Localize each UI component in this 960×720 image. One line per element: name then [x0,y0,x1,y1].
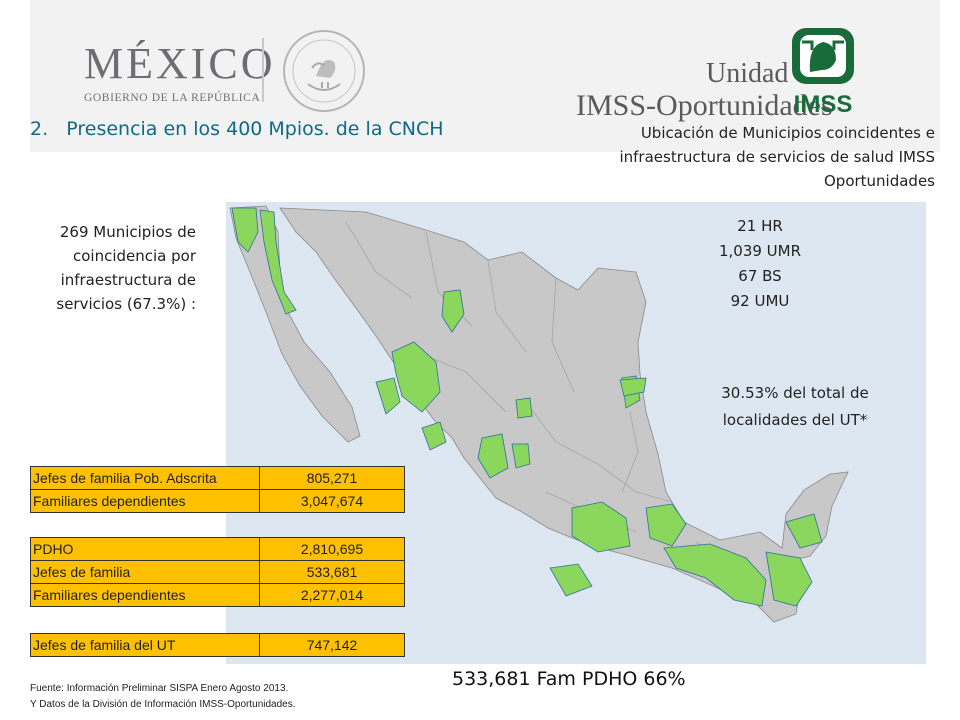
baja-california [229,205,361,443]
table-cell-value: 3,047,674 [259,489,405,513]
mexico-map [226,202,926,664]
ut-table: Jefes de familia del UT 747,142 [30,633,405,657]
imss-oportunidades-word: IMSS-Oportunidades [576,89,833,122]
infrastructure-bs: 67 BS [738,267,782,285]
table-cell-value: 747,142 [259,633,405,657]
header-band [30,0,940,152]
infrastructure-hr: 21 HR [737,217,783,235]
table-cell-value: 533,681 [259,560,405,584]
localidades-text: 30.53% del total de localidades del UT* [721,384,869,429]
mexico-logo: MÉXICO GOBIERNO DE LA REPÚBLICA [84,39,276,105]
poblacion-adscrita-table: Jefes de familia Pob. Adscrita 805,271 F… [30,466,405,513]
map-title: Ubicación de Municipios coincidentes e i… [619,124,935,190]
unidad-word: Unidad [706,58,789,89]
infrastructure-list: 21 HR 1,039 UMR 67 BS 92 UMU [690,214,830,314]
table-cell-value: 2,277,014 [259,583,405,607]
table-cell-label: Familiares dependientes [30,489,260,513]
table-cell-label: Jefes de familia Pob. Adscrita [30,466,260,490]
table-row: PDHO 2,810,695 [30,537,405,561]
table-row: Familiares dependientes 2,277,014 [30,583,405,607]
table-cell-value: 2,810,695 [259,537,405,561]
national-seal-icon [283,30,365,112]
source-footnote: Fuente: Información Preliminar SISPA Ene… [30,681,296,713]
footnote-line: Fuente: Información Preliminar SISPA Ene… [30,683,289,694]
imss-logo-icon: IMSS [792,28,854,118]
mexico-logo-word: MÉXICO [84,39,276,88]
table-cell-label: Familiares dependientes [30,583,260,607]
slide-title: 2. Presencia en los 400 Mpios. de la CNC… [30,118,444,140]
table-row: Jefes de familia del UT 747,142 [30,633,405,657]
footnote-line: Y Datos de la División de Información IM… [30,699,296,710]
table-cell-label: PDHO [30,537,260,561]
table-row: Jefes de familia 533,681 [30,560,405,584]
unidad-imss-wordmark: Unidad IMSS-Oportunidades [576,58,833,122]
municipios-text: 269 Municipios de coincidencia por infra… [56,223,196,313]
imss-logo-text: IMSS [794,91,853,118]
table-row: Familiares dependientes 3,047,674 [30,489,405,513]
pdho-summary-stat: 533,681 Fam PDHO 66% [452,668,686,690]
mexico-mainland [279,207,849,623]
pdho-table: PDHO 2,810,695 Jefes de familia 533,681 … [30,537,405,607]
table-row: Jefes de familia Pob. Adscrita 805,271 [30,466,405,490]
mexico-logo-subtitle: GOBIERNO DE LA REPÚBLICA [84,92,261,104]
table-cell-label: Jefes de familia del UT [30,633,260,657]
infrastructure-umr: 1,039 UMR [718,242,802,260]
infrastructure-umu: 92 UMU [730,292,790,310]
highlighted-municipalities [231,207,823,607]
table-cell-label: Jefes de familia [30,560,260,584]
logo-divider [262,38,264,102]
table-cell-value: 805,271 [259,466,405,490]
